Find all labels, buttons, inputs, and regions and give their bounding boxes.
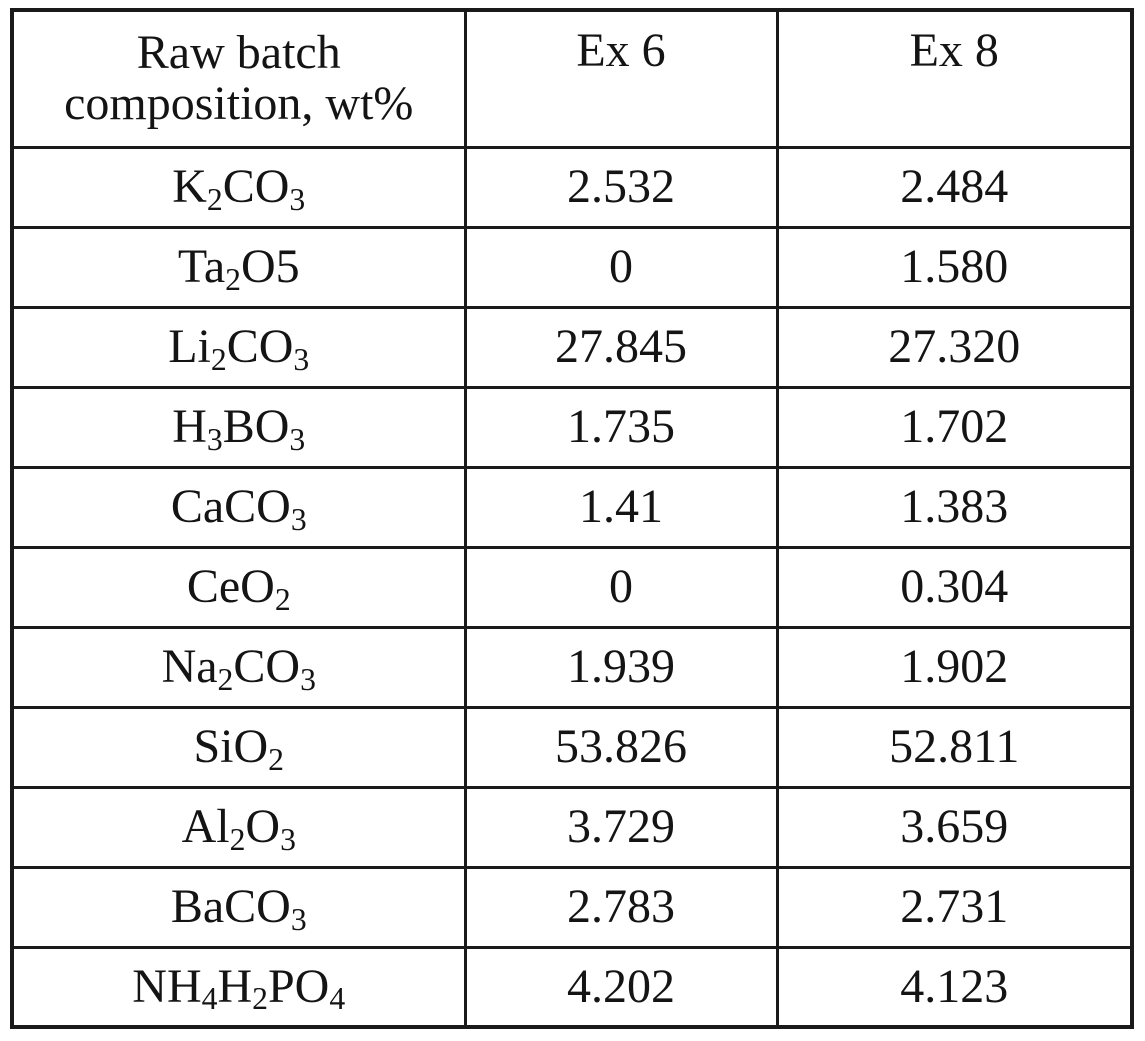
value-cell-ex8: 1.702	[775, 385, 1134, 469]
formula-cell: K2CO3	[10, 145, 467, 229]
formula-subscript: 3	[293, 341, 310, 377]
value-cell-ex8: 1.383	[775, 465, 1134, 549]
table-row: Al2O3 3.729 3.659	[10, 785, 1134, 869]
header-composition-line2: composition, wt%	[64, 76, 414, 130]
formula-subscript: 3	[300, 661, 316, 697]
formula-cell: Al2O3	[10, 785, 467, 869]
raw-batch-composition-table: Raw batch composition, wt% Ex 6 Ex 8 K2C…	[10, 8, 1134, 1029]
value-cell-ex8: 1.902	[775, 625, 1134, 709]
formula-subscript: 3	[290, 501, 307, 537]
formula-cell: Li2CO3	[10, 305, 467, 389]
formula-cell: Ta2O5	[10, 225, 467, 309]
table-body: K2CO3 2.532 2.484 Ta2O5 0 1.580 Li2CO3 27.845 27…	[10, 145, 1134, 1029]
header-row: Raw batch composition, wt% Ex 6 Ex 8	[10, 8, 1134, 149]
value-cell-ex6: 2.783	[463, 865, 779, 949]
header-ex6: Ex 6	[463, 8, 779, 149]
value-cell-ex6: 3.729	[463, 785, 779, 869]
formula-subscript: 3	[290, 901, 307, 937]
value-cell-ex8: 27.320	[775, 305, 1134, 389]
formula-cell: SiO2	[10, 705, 467, 789]
value-cell-ex6: 1.735	[463, 385, 779, 469]
value-cell-ex6: 27.845	[463, 305, 779, 389]
formula-subscript: 3	[289, 181, 306, 217]
table-row: Li2CO3 27.845 27.320	[10, 305, 1134, 389]
formula-cell: CeO2	[10, 545, 467, 629]
table-row: Na2CO3 1.939 1.902	[10, 625, 1134, 709]
table-row: BaCO3 2.783 2.731	[10, 865, 1134, 949]
formula-cell: CaCO3	[10, 465, 467, 549]
value-cell-ex8: 3.659	[775, 785, 1134, 869]
formula-subscript: 2	[252, 981, 268, 1017]
formula-cell: H3BO3	[10, 385, 467, 469]
value-cell-ex8: 0.304	[775, 545, 1134, 629]
value-cell-ex6: 0	[463, 225, 779, 309]
value-cell-ex6: 4.202	[463, 945, 779, 1029]
header-composition: Raw batch composition, wt%	[10, 8, 467, 149]
formula-subscript: 2	[229, 821, 246, 857]
formula-subscript: 3	[289, 421, 306, 457]
formula-subscript: 4	[329, 981, 346, 1017]
table-row: H3BO3 1.735 1.702	[10, 385, 1134, 469]
formula-subscript: 2	[225, 261, 241, 297]
formula-subscript: 2	[274, 581, 291, 617]
table-row: CeO2 0 0.304	[10, 545, 1134, 629]
table-row: SiO2 53.826 52.811	[10, 705, 1134, 789]
table-row: CaCO3 1.41 1.383	[10, 465, 1134, 549]
table-row: K2CO3 2.532 2.484	[10, 145, 1134, 229]
value-cell-ex8: 1.580	[775, 225, 1134, 309]
formula-subscript: 2	[210, 341, 227, 377]
formula-subscript: 2	[206, 181, 223, 217]
value-cell-ex6: 1.41	[463, 465, 779, 549]
formula-subscript: 2	[268, 741, 285, 777]
header-ex8: Ex 8	[775, 8, 1134, 149]
value-cell-ex8: 4.123	[775, 945, 1134, 1029]
formula-cell: Na2CO3	[10, 625, 467, 709]
formula-subscript: 2	[217, 661, 234, 697]
value-cell-ex6: 1.939	[463, 625, 779, 709]
table-row: Ta2O5 0 1.580	[10, 225, 1134, 309]
formula-cell: BaCO3	[10, 865, 467, 949]
value-cell-ex8: 2.731	[775, 865, 1134, 949]
formula-subscript: 4	[201, 981, 218, 1017]
header-composition-line1: Raw batch	[136, 25, 341, 79]
value-cell-ex6: 53.826	[463, 705, 779, 789]
value-cell-ex6: 0	[463, 545, 779, 629]
value-cell-ex8: 2.484	[775, 145, 1134, 229]
formula-subscript: 3	[206, 421, 223, 457]
value-cell-ex8: 52.811	[775, 705, 1134, 789]
formula-subscript: 3	[280, 821, 296, 857]
formula-cell: NH4H2PO4	[10, 945, 467, 1029]
value-cell-ex6: 2.532	[463, 145, 779, 229]
table-row: NH4H2PO4 4.202 4.123	[10, 945, 1134, 1029]
